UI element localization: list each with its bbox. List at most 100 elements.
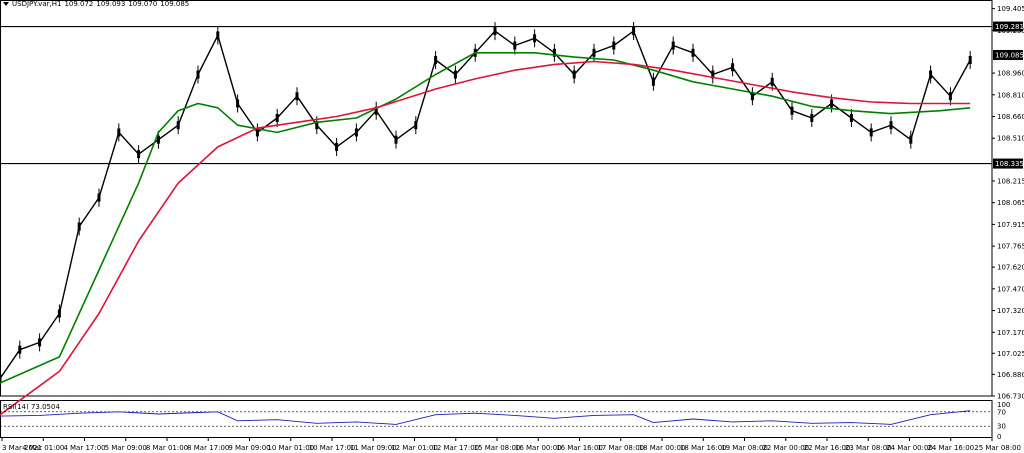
main-panel-border [0, 0, 993, 397]
candle-body [77, 222, 81, 231]
y-tick-label: 107.170 [997, 329, 1024, 337]
candle-body [97, 193, 101, 202]
y-tick-label: 106.880 [997, 371, 1024, 379]
x-tick-label: 11 Mar 09:00 [350, 444, 397, 452]
rsi-line [0, 410, 971, 425]
candle-body [632, 27, 636, 36]
candle-body [612, 41, 616, 50]
candle-body [57, 309, 61, 318]
x-tick-label: 18 Mar 00:00 [639, 444, 686, 452]
high-value: 109.093 [96, 0, 126, 8]
rsi-label: RSI(14) 73.0504 [3, 403, 60, 411]
level-label-box [993, 21, 1023, 32]
rsi-level-label: 70 [997, 408, 1006, 416]
x-tick-label: 24 Mar 16:00 [927, 444, 974, 452]
price-line [0, 30, 971, 379]
y-tick-label: 108.960 [997, 70, 1024, 78]
x-tick-label: 16 Mar 16:00 [556, 444, 603, 452]
candle-body [493, 27, 497, 36]
candle-body [552, 48, 556, 57]
y-tick-label: 107.025 [997, 350, 1024, 358]
candle-body [770, 77, 774, 86]
candle-body [513, 41, 517, 50]
candle-body [948, 92, 952, 101]
y-tick-label: 107.765 [997, 243, 1024, 251]
y-tick-label: 108.660 [997, 113, 1024, 121]
x-tick-label: 23 Mar 08:00 [845, 444, 892, 452]
y-tick-label: 107.620 [997, 264, 1024, 272]
y-tick-label: 107.470 [997, 285, 1024, 293]
candle-body [176, 121, 180, 130]
candle-body [849, 113, 853, 122]
x-tick-label: 4 Mar 01:00 [22, 444, 64, 452]
x-tick-label: 12 Mar 17:00 [432, 444, 479, 452]
x-tick-label: 10 Mar 01:00 [267, 444, 314, 452]
moving-average-line [0, 52, 971, 384]
x-tick-label: 22 Mar 16:00 [804, 444, 851, 452]
level-label: 108.335 [995, 160, 1024, 168]
x-tick-label: 5 Mar 09:00 [105, 444, 147, 452]
y-tick-label: 107.915 [997, 221, 1024, 229]
level-label: 109.281 [995, 23, 1024, 31]
rsi-level-label: 0 [997, 433, 1001, 441]
candle-body [196, 70, 200, 79]
candle-body [18, 345, 22, 354]
rsi-level-label: 100 [997, 401, 1010, 409]
candle-body [671, 41, 675, 50]
candle-body [315, 121, 319, 130]
moving-average-line [0, 60, 971, 416]
x-tick-label: 18 Mar 16:00 [680, 444, 727, 452]
candle-body [434, 56, 438, 65]
candle-body [651, 77, 655, 86]
dropdown-triangle-icon[interactable] [3, 2, 9, 6]
horizontal-lines: 109.281 108.335 109.085 [0, 21, 1024, 169]
candle-body [38, 338, 42, 347]
x-tick-label: 10 Mar 17:00 [309, 444, 356, 452]
candle-body [810, 113, 814, 122]
low-value: 109.070 [128, 0, 158, 8]
candle-body [255, 128, 259, 137]
candle-body [790, 106, 794, 115]
candle-body [335, 142, 339, 151]
series-lines [0, 22, 972, 416]
candle-body [156, 135, 160, 144]
candle-body [533, 34, 537, 43]
x-tick-label: 22 Mar 00:00 [762, 444, 809, 452]
x-tick-label: 16 Mar 00:00 [515, 444, 562, 452]
level-label-box [993, 158, 1023, 169]
y-tick-label: 106.730 [997, 393, 1024, 401]
chart-header: USDJPY.var,H1 109.072 109.093 109.070 109.08… [3, 0, 192, 9]
candle-body [731, 63, 735, 72]
last-price-label: 109.085 [995, 51, 1024, 59]
y-tick-label: 109.405 [997, 5, 1024, 13]
candle-body [295, 92, 299, 101]
last-price-box [993, 49, 1023, 60]
x-tick-label: 8 Mar 01:00 [146, 444, 188, 452]
price-axis: 109.405109.255108.960108.810108.660108.5… [992, 5, 1024, 401]
x-tick-label: 12 Mar 01:00 [391, 444, 438, 452]
rsi-level-label: 30 [997, 423, 1006, 431]
x-tick-label: 17 Mar 08:00 [597, 444, 644, 452]
y-tick-label: 108.510 [997, 135, 1024, 143]
candle-body [592, 48, 596, 57]
candle-body [394, 135, 398, 144]
candle-body [750, 92, 754, 101]
candle-body [275, 113, 279, 122]
open-value: 109.072 [64, 0, 94, 8]
y-tick-label: 108.810 [997, 91, 1024, 99]
symbol-label: USDJPY.var,H1 [12, 0, 62, 8]
x-tick-label: 19 Mar 08:00 [721, 444, 768, 452]
candle-body [374, 106, 378, 115]
candle-body [137, 150, 141, 159]
x-tick-label: 15 Mar 08:00 [474, 444, 521, 452]
candle-body [968, 56, 972, 65]
x-tick-label: 4 Mar 17:00 [63, 444, 105, 452]
candle-body [572, 70, 576, 79]
candle-body [453, 70, 457, 79]
candle-body [929, 70, 933, 79]
x-tick-label: 25 Mar 08:00 [974, 444, 1021, 452]
candle-body [691, 48, 695, 57]
